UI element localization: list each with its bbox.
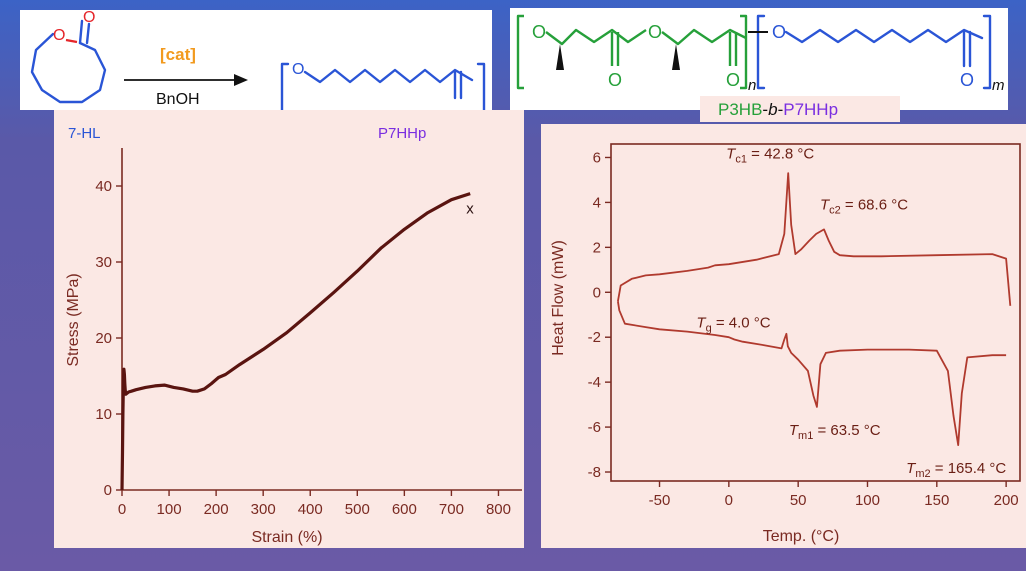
x-tick-label: 800 xyxy=(486,501,511,518)
polymer-label: P7HHp xyxy=(378,125,426,142)
ester-oxygen-1: O xyxy=(532,22,546,42)
x-tick-label: 700 xyxy=(439,501,464,518)
monomer-label: 7-HL xyxy=(68,125,101,142)
ester-oxygen-3: O xyxy=(772,22,786,42)
x-tick-label: 50 xyxy=(790,492,807,509)
ring-oxygen: O xyxy=(53,27,65,44)
bracket-m-right xyxy=(982,14,992,90)
annotation-c1: Tc1 = 42.8 °C xyxy=(726,146,814,166)
reaction-scheme: O O [cat] BnOH O xyxy=(20,10,492,110)
dsc-chart: -50 0 50 100 150 200 -8 -6 -4 -2 0 2 4 6 Tc1 = 42.8 °… xyxy=(550,143,1021,545)
arrow-head-icon xyxy=(234,74,248,86)
plot-frame xyxy=(610,143,1021,482)
y-tick-label: 0 xyxy=(593,284,601,301)
dsc-panel: -50 0 50 100 150 200 -8 -6 -4 -2 0 2 4 6 Tc1 = 42.8 °… xyxy=(541,124,1026,548)
p3hb-chain-2 xyxy=(661,28,747,46)
carbonyl-oxygen-1: O xyxy=(608,70,622,90)
x-tick-label: -50 xyxy=(649,492,671,509)
y-tick-label: 10 xyxy=(95,406,112,423)
y-tick-label: -8 xyxy=(588,464,601,481)
ester-oxygen-2: O xyxy=(648,22,662,42)
catalyst-label: [cat] xyxy=(160,45,196,64)
p7hhp-chain xyxy=(784,28,984,44)
break-marker: x xyxy=(466,201,474,218)
carbonyl-oxygen-2: O xyxy=(726,70,740,90)
series-line-cooling xyxy=(617,172,1012,306)
series-line-0 xyxy=(120,192,471,491)
dsc-plot xyxy=(617,172,1012,447)
x-tick-label: 300 xyxy=(251,501,276,518)
x-tick-label: 100 xyxy=(855,492,880,509)
dsc-axes: -50 0 50 100 150 200 -8 -6 -4 -2 0 2 4 6 xyxy=(588,143,1021,509)
annotation-c2: Tc2 = 68.6 °C xyxy=(820,196,908,216)
repeat-m: m xyxy=(992,77,1005,94)
y-tick-label: 30 xyxy=(95,254,112,271)
y-tick-label: 20 xyxy=(95,330,112,347)
annotation-m1: Tm1 = 63.5 °C xyxy=(789,422,881,442)
carbonyl-oxygen: O xyxy=(83,10,95,26)
x-tick-label: 0 xyxy=(725,492,733,509)
bracket-n-left xyxy=(516,14,524,90)
carbonyl-oxygen-3: O xyxy=(960,70,974,90)
x-tick-label: 200 xyxy=(204,501,229,518)
annotation-m2: Tm2 = 165.4 °C xyxy=(906,460,1006,480)
x-tick-label: 150 xyxy=(924,492,949,509)
y-tick-label: 0 xyxy=(104,482,112,499)
bracket-n-right xyxy=(740,14,748,90)
x-axis-title: Temp. (°C) xyxy=(763,528,840,545)
x-tick-label: 600 xyxy=(392,501,417,518)
copolymer-scheme: O O O O n O O m xyxy=(510,8,1008,110)
bracket-m-left xyxy=(756,14,766,90)
methyl-wedge-1 xyxy=(556,44,564,70)
x-tick-label: 400 xyxy=(298,501,323,518)
y-axis-title: Stress (MPa) xyxy=(65,273,82,366)
dsc-annotations: Tc1 = 42.8 °C Tc2 = 68.6 °C Tg = 4.0 °C Tm1… xyxy=(696,146,1006,480)
y-tick-label: -4 xyxy=(588,374,601,391)
x-tick-label: 0 xyxy=(118,501,126,518)
stress-strain-plot: x xyxy=(120,192,474,491)
reaction-scheme-svg: O O [cat] BnOH O xyxy=(30,10,486,110)
stress-strain-chart: 7-HL P7HHp 0 100 200 300 400 500 600 700 800 0 10 2… xyxy=(65,125,522,546)
stress-strain-axes: 0 100 200 300 400 500 600 700 800 0 10 20 30 40 xyxy=(95,148,522,518)
stress-strain-panel: 7-HL P7HHp 0 100 200 300 400 500 600 700 800 0 10 2… xyxy=(54,110,524,548)
series-line-heating xyxy=(617,301,1007,447)
y-tick-label: 4 xyxy=(593,194,601,211)
x-tick-label: 200 xyxy=(994,492,1019,509)
y-axis-title: Heat Flow (mW) xyxy=(550,240,567,356)
chain-oxygen: O xyxy=(292,61,304,78)
x-axis-title: Strain (%) xyxy=(251,529,322,546)
repeat-n: n xyxy=(748,77,756,94)
y-tick-label: -2 xyxy=(588,329,601,346)
copolymer-label: P3HB-b-P7HHp xyxy=(718,100,838,119)
copolymer-scheme-svg: O O O O n O O m xyxy=(516,14,1005,94)
x-tick-label: 500 xyxy=(345,501,370,518)
y-tick-label: -6 xyxy=(588,419,601,436)
initiator-label: BnOH xyxy=(156,91,200,108)
methyl-wedge-2 xyxy=(672,44,680,70)
p3hb-chain xyxy=(545,28,647,46)
bracket-left xyxy=(280,62,290,110)
y-tick-label: 40 xyxy=(95,178,112,195)
y-tick-label: 2 xyxy=(593,239,601,256)
lactone-carbonyl xyxy=(78,19,84,45)
x-tick-label: 100 xyxy=(157,501,182,518)
annotation-g: Tg = 4.0 °C xyxy=(696,314,770,334)
bracket-right xyxy=(476,62,486,110)
copolymer-label-box: P3HB-b-P7HHp xyxy=(700,96,900,122)
lactone-ring xyxy=(30,32,107,104)
polymer-chain xyxy=(303,68,474,84)
y-tick-label: 6 xyxy=(593,149,601,166)
